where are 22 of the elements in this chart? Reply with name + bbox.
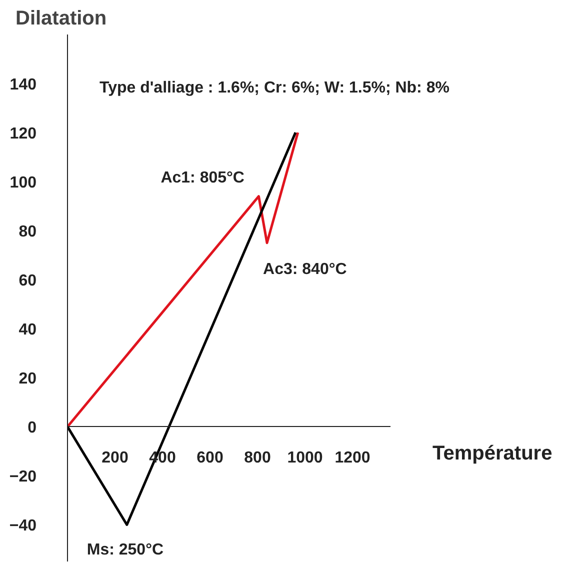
y-axis-title: Dilatation bbox=[16, 8, 107, 30]
y-tick-label: 20 bbox=[18, 370, 37, 388]
line-series bbox=[68, 131, 300, 428]
y-tick-label: 0 bbox=[28, 420, 37, 437]
y-tick-label: 40 bbox=[18, 322, 37, 339]
x-tick-label: 200 bbox=[102, 450, 128, 467]
y-tick-label: −40 bbox=[9, 518, 37, 535]
x-tick-label: 600 bbox=[196, 450, 224, 467]
y-tick-label: 120 bbox=[10, 126, 37, 143]
x-axis-title: Température bbox=[432, 442, 552, 465]
y-tick-label: 60 bbox=[18, 272, 37, 290]
annotation: Ac1: 805°C bbox=[160, 169, 245, 186]
text: Type d'alliage : 1.6%; Cr: 6%; W: 1.5%; Nb: 8% bbox=[100, 80, 450, 96]
x-tick-label: 1200 bbox=[334, 450, 370, 467]
y-tick-label: 80 bbox=[18, 224, 37, 241]
y-tick-label: −20 bbox=[9, 468, 37, 486]
annotation: Ac3: 840°C bbox=[263, 260, 348, 278]
x-tick-label: 800 bbox=[244, 450, 271, 467]
y-tick-label: 100 bbox=[10, 174, 37, 192]
annotation: Ms: 250°C bbox=[86, 542, 164, 559]
x-tick-label: 1000 bbox=[287, 450, 323, 467]
y-tick-label: 140 bbox=[10, 76, 37, 94]
